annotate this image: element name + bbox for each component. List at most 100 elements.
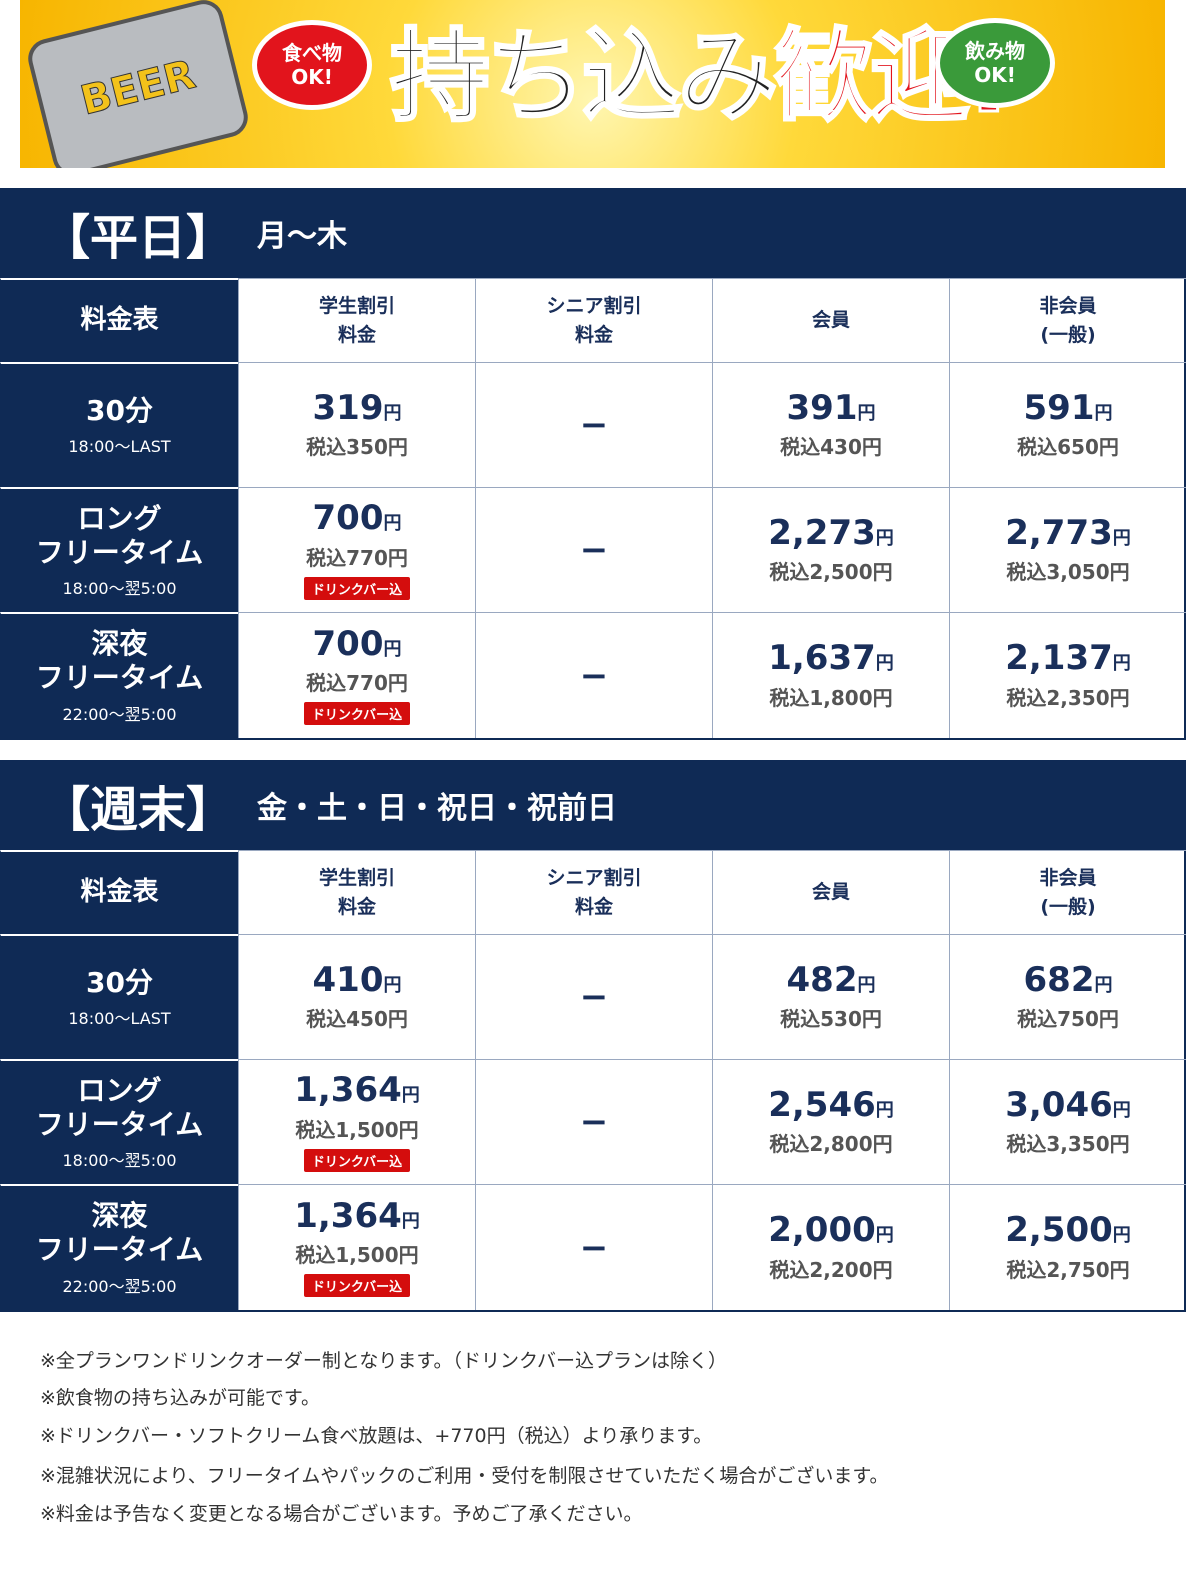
price-unit: 円: [875, 1099, 894, 1121]
price: 3,046円: [1005, 1084, 1131, 1125]
column-header: 学生割引 料金: [238, 278, 475, 362]
header-label: 料金表: [0, 850, 238, 934]
column-header: 非会員 (一般): [949, 850, 1186, 934]
row-time: 22:00〜翌5:00: [62, 704, 177, 724]
price-cell: 2,546円 税込2,800円: [712, 1059, 949, 1184]
price: 319円: [312, 387, 402, 428]
row-time: 18:00〜LAST: [68, 437, 171, 457]
row-time: 18:00〜翌5:00: [62, 1151, 177, 1171]
price: 482円: [787, 961, 876, 999]
dash: −: [579, 1102, 609, 1142]
price-unit: 円: [383, 402, 402, 424]
row-label: 深夜 フリータイム 22:00〜翌5:00: [0, 1184, 238, 1310]
bubble-text: 飲み物: [965, 39, 1025, 63]
column-header-text: 料金: [574, 323, 613, 346]
price-unit: 円: [383, 638, 402, 660]
price-unit: 円: [1094, 974, 1113, 996]
price: 700円: [313, 500, 402, 537]
price-value: 319: [312, 387, 384, 428]
row-name: フリータイム: [35, 661, 204, 694]
row-time: 18:00〜翌5:00: [62, 579, 177, 599]
price: 2,546円: [768, 1084, 894, 1125]
price: 1,364円: [294, 1195, 420, 1236]
row-name: 30分: [86, 393, 153, 427]
section-header: 【週末】 金・土・日・祝日・祝前日: [0, 760, 1186, 850]
section-title: 【週末】: [42, 782, 235, 838]
label-text: 料金表: [80, 305, 159, 336]
badge: ドリンクバー込: [303, 702, 411, 726]
price-cell: −: [475, 487, 712, 612]
row-label: 深夜 フリータイム 22:00〜翌5:00: [0, 612, 238, 738]
price-value: 2,273: [768, 512, 876, 553]
price-unit: 円: [875, 1225, 894, 1247]
row-label: ロング フリータイム 18:00〜翌5:00: [0, 487, 238, 612]
price-value: 2,546: [768, 1084, 876, 1125]
price-cell: 700円 税込770円 ドリンクバー込: [238, 487, 475, 612]
price-cell: 3,046円税込3,350円: [949, 1059, 1186, 1184]
price: 2,773円: [1005, 512, 1131, 553]
price: 1,637円: [768, 640, 894, 677]
tax-price: 税込750円: [1017, 1007, 1119, 1032]
price-cell: 1,364円 税込1,500円 ドリンクバー込: [238, 1184, 475, 1310]
column-header: 学生割引 料金: [238, 850, 475, 934]
price: 2,273円: [768, 512, 894, 553]
tax-price: 税込530円: [780, 1007, 882, 1032]
row-time: 22:00〜翌5:00: [62, 1276, 177, 1296]
price: 2,500円: [1005, 1212, 1131, 1249]
note: ※料金は予告なく変更となる場合がございます。予めご了承ください。: [40, 1503, 643, 1525]
label-text: 料金表: [80, 877, 159, 908]
price-value: 3,046: [1005, 1084, 1113, 1125]
price-cell: 1,637円税込1,800円: [712, 612, 949, 738]
tax-price: 税込2,750円: [1006, 1257, 1130, 1282]
price-unit: 円: [401, 1210, 420, 1232]
price: 2,137円: [1005, 640, 1131, 677]
price-cell: −: [475, 612, 712, 738]
drink-bubble: 飲み物 OK!: [935, 18, 1055, 108]
price-unit: 円: [875, 653, 894, 675]
section-subtitle: 月〜木: [257, 219, 347, 254]
price-cell: 682円税込750円: [949, 934, 1186, 1059]
price-unit: 円: [857, 402, 876, 424]
price-unit: 円: [857, 974, 876, 996]
section-subtitle: 金・土・日・祝日・祝前日: [257, 791, 617, 826]
tax-price: 税込2,350円: [1006, 685, 1130, 710]
price-cell: 319円 税込350円: [238, 362, 475, 487]
dash: −: [579, 530, 609, 570]
bubble-text: 食べ物: [282, 41, 342, 65]
column-header-text: (一般): [1040, 323, 1096, 346]
column-header-text: 学生割引: [318, 295, 395, 317]
price-value: 2,773: [1005, 512, 1113, 553]
row-label: 30分 18:00〜LAST: [0, 934, 238, 1059]
price-cell: −: [475, 362, 712, 487]
bubble-text: OK!: [974, 63, 1016, 87]
column-header-text: シニア割引: [546, 295, 642, 317]
price-value: 2,137: [1005, 638, 1113, 679]
column-header: 会員: [712, 850, 949, 934]
price: 1,364円: [294, 1072, 420, 1109]
dash: −: [579, 977, 609, 1017]
price-value: 2,000: [768, 1210, 876, 1251]
tax-price: 税込770円: [306, 671, 408, 696]
note: ※混雑状況により、フリータイムやパックのご利用・受付を制限させていただく場合がご…: [40, 1465, 889, 1487]
tax-price: 税込3,350円: [1006, 1132, 1130, 1157]
price-cell: 410円 税込450円: [238, 934, 475, 1059]
banner-title: 持ち込み歓迎!: [389, 12, 1014, 142]
section-header: 【平日】 月〜木: [0, 188, 1186, 278]
price-value: 2,500: [1005, 1210, 1113, 1251]
tax-price: 税込1,800円: [769, 685, 893, 710]
tax-price: 税込650円: [1017, 435, 1119, 460]
column-header-text: 料金: [337, 895, 376, 918]
price-cell: 700円 税込770円 ドリンクバー込: [238, 612, 475, 738]
price-cell: 391円 税込430円: [712, 362, 949, 487]
row-name: フリータイム: [35, 1107, 204, 1141]
tax-price: 税込770円: [306, 545, 408, 570]
price-cell: 2,000円 税込2,200円: [712, 1184, 949, 1310]
price-cell: 2,500円税込2,750円: [949, 1184, 1186, 1310]
row-name: ロング: [77, 1073, 162, 1107]
column-header-text: シニア割引: [546, 867, 642, 889]
column-header-text: 非会員: [1039, 295, 1097, 317]
price-value: 1,364: [294, 1195, 402, 1236]
price: 682円: [1024, 961, 1113, 999]
price-unit: 円: [1112, 653, 1131, 675]
